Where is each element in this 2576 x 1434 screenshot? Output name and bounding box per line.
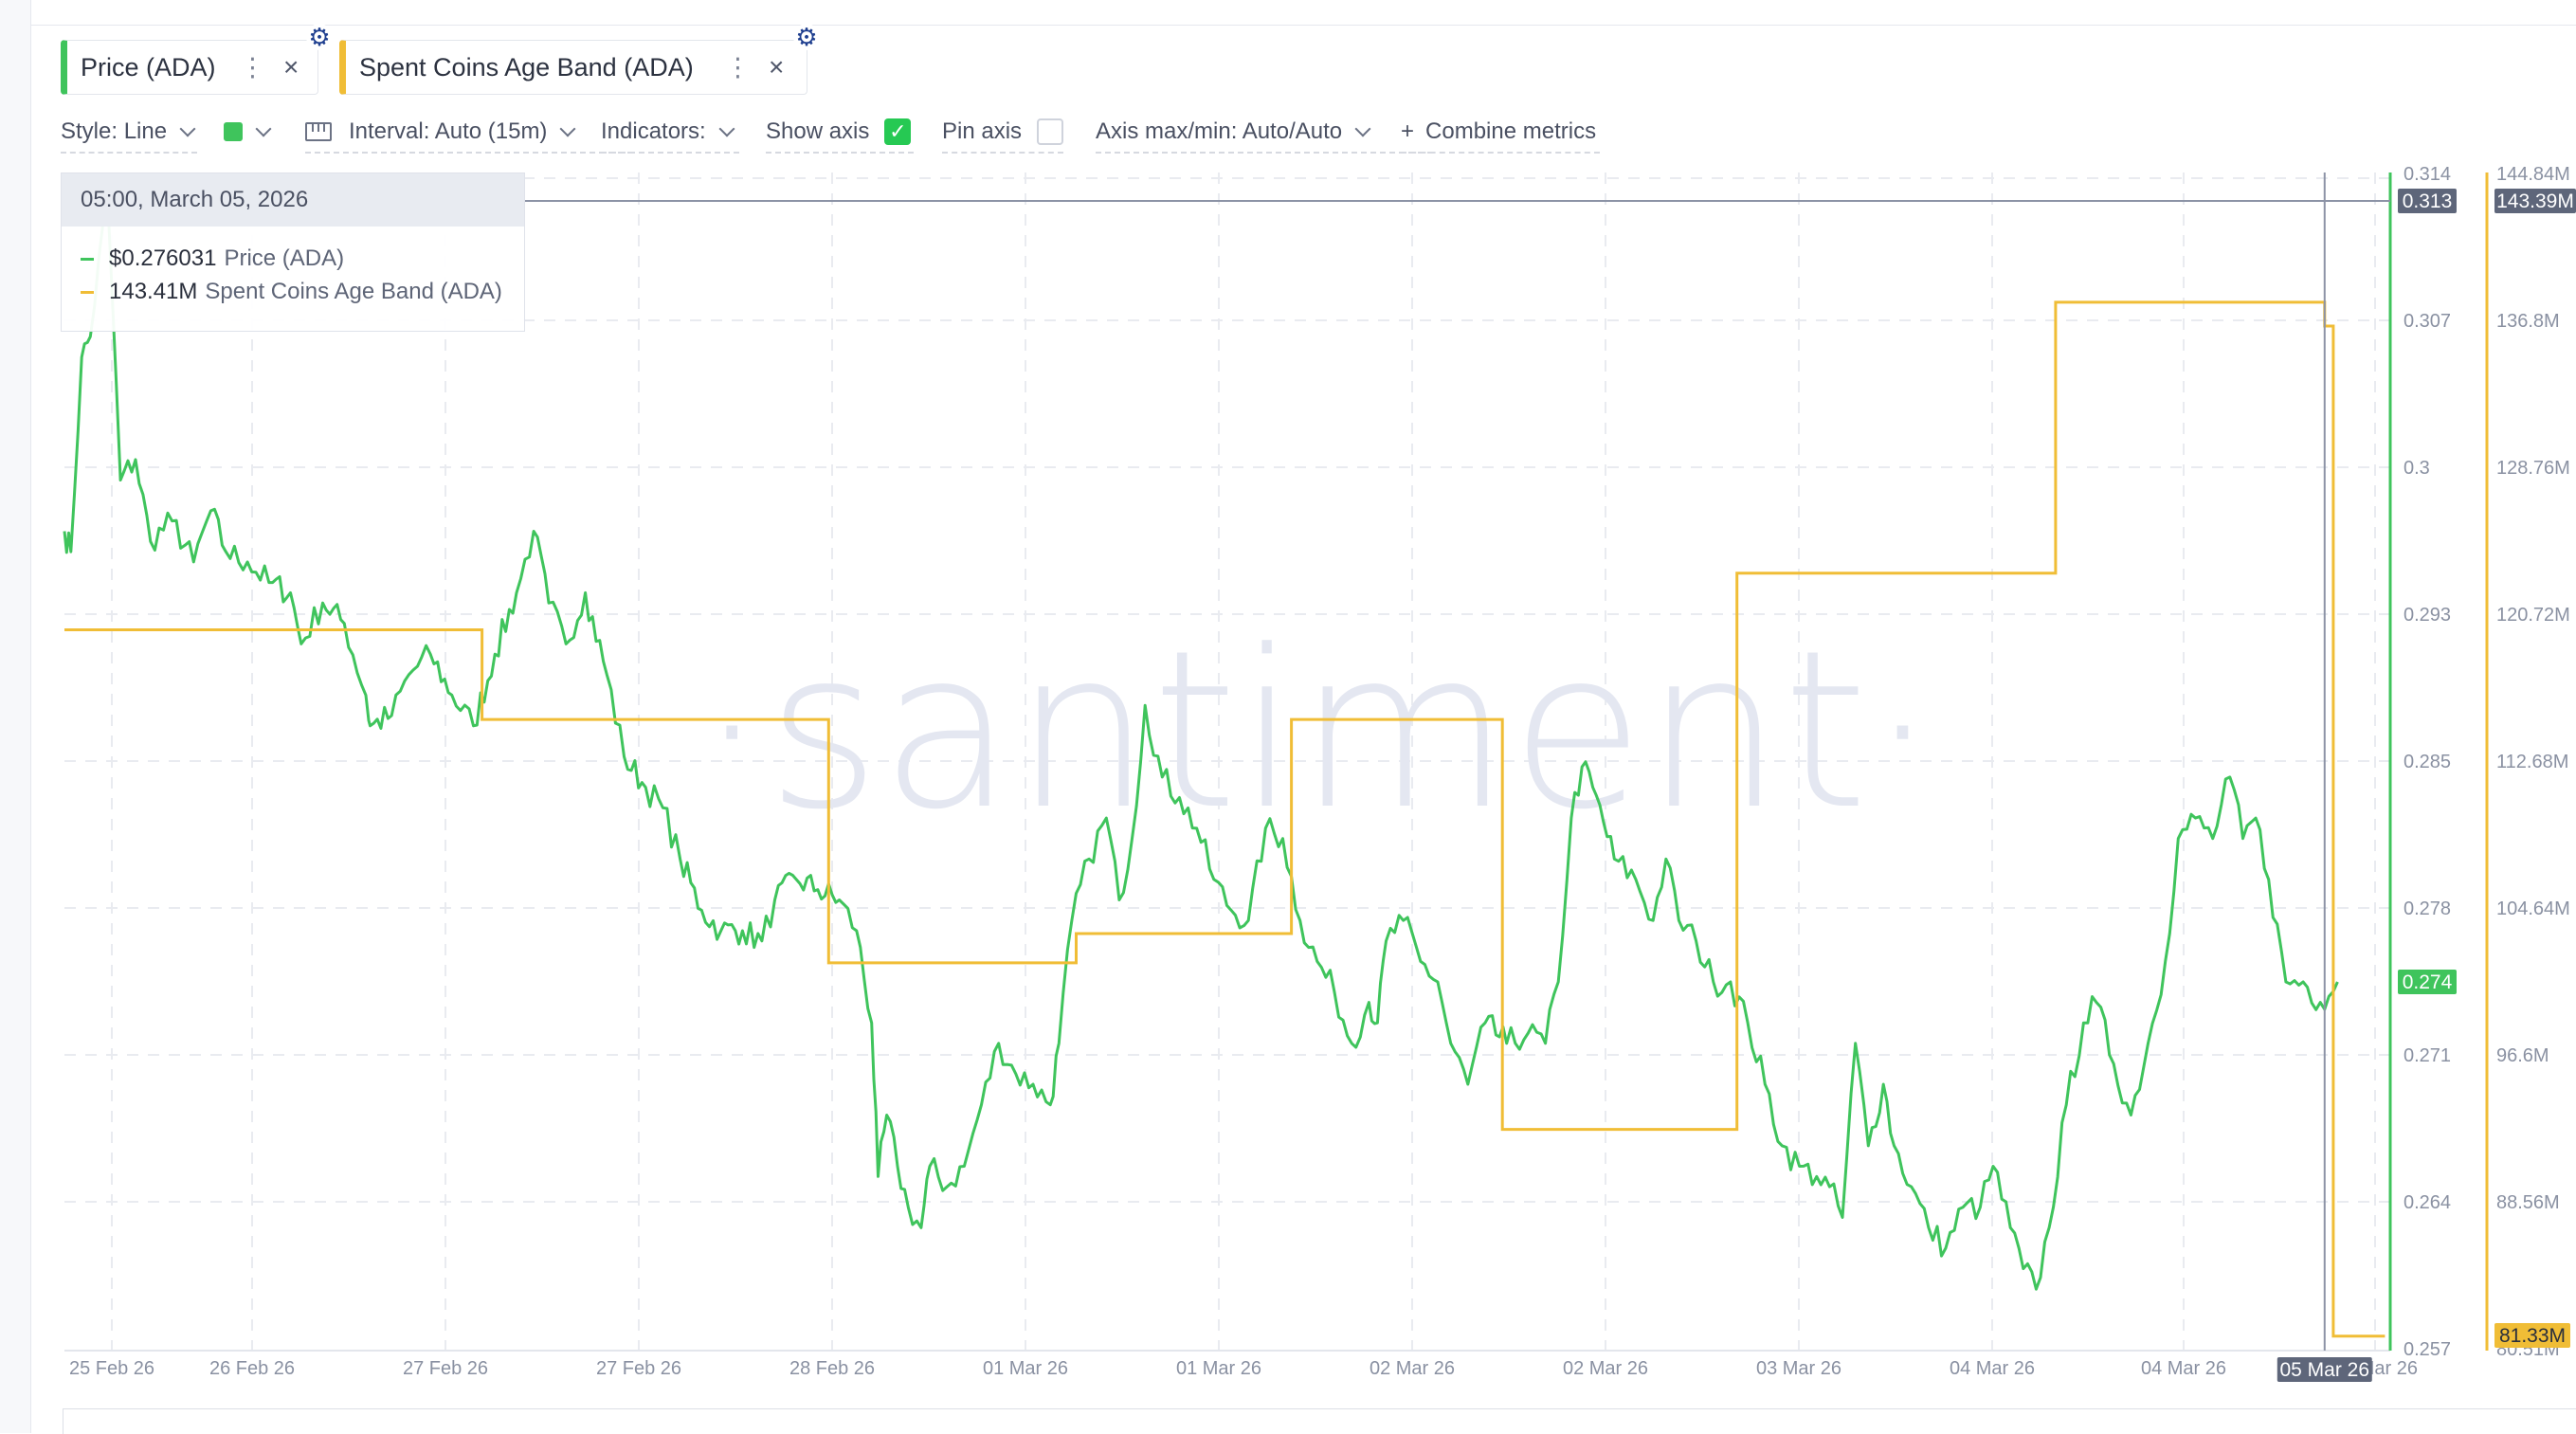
- x-tick-label: 02 Mar 26: [1563, 1358, 1648, 1379]
- show-axis-checkbox[interactable]: ✓: [884, 118, 912, 145]
- tooltip-metric-name: Price (ADA): [224, 245, 345, 271]
- volume-tick-label: 112.68M: [2496, 752, 2568, 772]
- price-tick-label: 0.278: [2404, 899, 2451, 919]
- axis-maxmin-dropdown[interactable]: Axis max/min: Auto/Auto: [1096, 112, 1433, 154]
- interval-label: Interval: Auto (15m): [349, 118, 548, 144]
- volume-crosshair-label-bg: [2494, 189, 2576, 213]
- indicators-label: Indicators:: [601, 118, 706, 144]
- x-tick-label: 27 Feb 26: [596, 1358, 681, 1379]
- close-icon[interactable]: ×: [283, 52, 299, 82]
- price-tick-label: 0.3: [2404, 458, 2430, 479]
- volume-axis: 144.84M 136.8M 128.76M 120.72M 112.68M 104.64…: [2485, 164, 2570, 1360]
- x-tick-label: 02 Mar 26: [1370, 1358, 1455, 1379]
- tooltip-value: $0.276031: [109, 245, 217, 271]
- volume-last-value-label: 81.33M: [2499, 1325, 2566, 1347]
- interval-dropdown[interactable]: Interval: Auto (15m): [305, 112, 633, 154]
- price-crosshair-label: 0.313: [2403, 191, 2453, 212]
- x-tick-label: 01 Mar 26: [983, 1358, 1068, 1379]
- x-tick-label: 03 Mar 26: [1756, 1358, 1841, 1379]
- ruler-icon: [305, 122, 332, 141]
- metric-tab-label: Spent Coins Age Band (ADA): [359, 52, 694, 82]
- pin-axis-checkbox[interactable]: [1037, 118, 1063, 145]
- volume-tick-label: 128.76M: [2496, 458, 2570, 479]
- price-tick-label: 0.264: [2404, 1192, 2451, 1213]
- color-dropdown[interactable]: [224, 112, 279, 152]
- show-axis-toggle[interactable]: Show axis ✓: [766, 112, 914, 154]
- volume-last-value-label-bg: [2494, 1323, 2570, 1348]
- series-color-swatch: [224, 122, 243, 141]
- x-tick-label: 01 Mar 26: [1176, 1358, 1261, 1379]
- top-frame: [30, 0, 2576, 26]
- x-tick-label: 04 Mar 26: [2141, 1358, 2226, 1379]
- metric-tab-label: Price (ADA): [81, 52, 216, 82]
- indicators-dropdown[interactable]: Indicators:: [601, 112, 739, 154]
- combine-metrics-button[interactable]: + Combine metrics: [1401, 112, 1600, 154]
- tooltip-metric-name: Spent Coins Age Band (ADA): [205, 279, 502, 304]
- x-tick-label: 25 Feb 26: [69, 1358, 154, 1379]
- x-tick-label: 26 Feb 26: [209, 1358, 295, 1379]
- price-tick-label: 0.293: [2404, 605, 2451, 626]
- x-tick-label: 04 Mar 26: [1950, 1358, 2035, 1379]
- price-tick-label: 0.285: [2404, 752, 2451, 772]
- volume-tick-label: 136.8M: [2496, 311, 2560, 332]
- volume-crosshair-label: 143.39M: [2496, 191, 2574, 212]
- volume-tick-label: 88.56M: [2496, 1192, 2560, 1213]
- volume-tick-label: 96.6M: [2496, 1045, 2549, 1066]
- pin-axis-toggle[interactable]: Pin axis: [942, 112, 1063, 154]
- legend-marker: [81, 257, 94, 261]
- axis-maxmin-label: Axis max/min: Auto/Auto: [1096, 118, 1343, 144]
- close-icon[interactable]: ×: [769, 52, 785, 82]
- show-axis-label: Show axis: [766, 118, 870, 144]
- price-crosshair-label-bg: [2398, 189, 2457, 213]
- volume-tick-label: 120.72M: [2496, 605, 2570, 626]
- volume-tick-label: 144.84M: [2496, 164, 2570, 185]
- style-dropdown[interactable]: Style: Line: [61, 112, 197, 154]
- santiment-watermark: ·santiment·: [698, 605, 1937, 858]
- legend-marker: [81, 290, 94, 294]
- price-line: [63, 191, 2339, 1291]
- metric-tab-price[interactable]: Price (ADA) ⋮ × ⚙: [61, 24, 333, 95]
- range-navigator[interactable]: [63, 1408, 2576, 1434]
- price-tick-label: 0.314: [2404, 164, 2451, 185]
- crosshair-x-label-bg: [2277, 1357, 2372, 1382]
- tooltip-row-spent-coins: 143.41M Spent Coins Age Band (ADA): [81, 279, 502, 305]
- metric-tab-spent-coins[interactable]: Spent Coins Age Band (ADA) ⋮ × ⚙: [339, 24, 820, 95]
- tooltip-row-price: $0.276031 Price (ADA): [81, 245, 344, 272]
- plus-icon: +: [1401, 118, 1415, 144]
- left-frame: [0, 0, 31, 1433]
- combine-metrics-label: Combine metrics: [1425, 118, 1597, 144]
- chart-tooltip: 05:00, March 05, 2026 $0.276031 Price (A…: [61, 172, 525, 332]
- kebab-menu-icon[interactable]: ⋮: [240, 52, 265, 82]
- style-label: Style: Line: [61, 118, 168, 144]
- price-last-value-label-bg: [2398, 969, 2457, 994]
- x-axis: 25 Feb 26 26 Feb 26 27 Feb 26 27 Feb 26 28 F…: [69, 1358, 2418, 1379]
- kebab-menu-icon[interactable]: ⋮: [725, 52, 751, 82]
- pin-axis-label: Pin axis: [942, 118, 1023, 144]
- price-last-value-label: 0.274: [2403, 971, 2453, 993]
- tooltip-date: 05:00, March 05, 2026: [62, 173, 524, 227]
- price-tick-label: 0.271: [2404, 1045, 2451, 1066]
- settings-gear-icon[interactable]: ⚙: [306, 24, 333, 50]
- chart-grid: [64, 172, 2390, 1352]
- settings-gear-icon[interactable]: ⚙: [793, 24, 820, 50]
- x-tick-label: 28 Feb 26: [789, 1358, 875, 1379]
- price-tick-label: 0.257: [2404, 1339, 2451, 1360]
- crosshair-x-label: 05 Mar 26: [2279, 1359, 2369, 1381]
- price-axis: 0.314 0.307 0.3 0.293 0.285 0.278 0.271 0.264 0.…: [2388, 164, 2451, 1360]
- volume-tick-label: 104.64M: [2496, 899, 2570, 919]
- tooltip-value: 143.41M: [109, 279, 198, 304]
- x-tick-label: 27 Feb 26: [403, 1358, 488, 1379]
- price-tick-label: 0.307: [2404, 311, 2451, 332]
